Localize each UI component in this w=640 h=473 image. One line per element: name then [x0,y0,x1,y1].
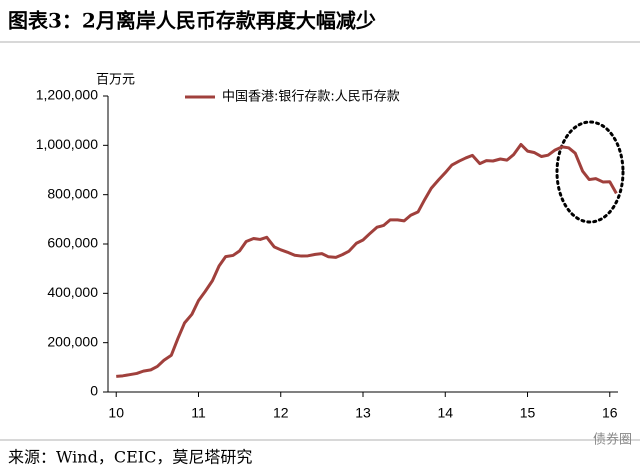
chart-title: 图表3：2月离岸人民币存款再度大幅减少 [8,9,376,33]
watermark: 债券圈 [593,432,632,448]
x-tick-label: 11 [191,405,206,421]
legend-label: 中国香港:银行存款:人民币存款 [222,90,400,105]
y-tick-label: 800,000 [47,185,98,201]
x-tick-label: 12 [273,405,289,421]
y-tick-label: 400,000 [47,284,98,300]
y-axis-label: 百万元 [96,73,135,88]
source: 来源：Wind，CEIC，莫尼塔研究 [8,448,252,467]
x-tick-label: 14 [437,405,453,421]
series-line [116,142,618,378]
x-tick-label: 10 [108,405,124,421]
x-tick-label: 15 [520,405,536,421]
y-tick-label: 1,000,000 [36,136,98,152]
x-tick-label: 13 [355,405,371,421]
x-tick-label: 16 [602,405,618,421]
y-tick-label: 1,200,000 [36,87,98,103]
y-tick-label: 600,000 [47,235,98,251]
highlight-ellipse [555,120,625,224]
y-tick-label: 0 [90,383,98,399]
y-tick-label: 200,000 [47,333,98,349]
